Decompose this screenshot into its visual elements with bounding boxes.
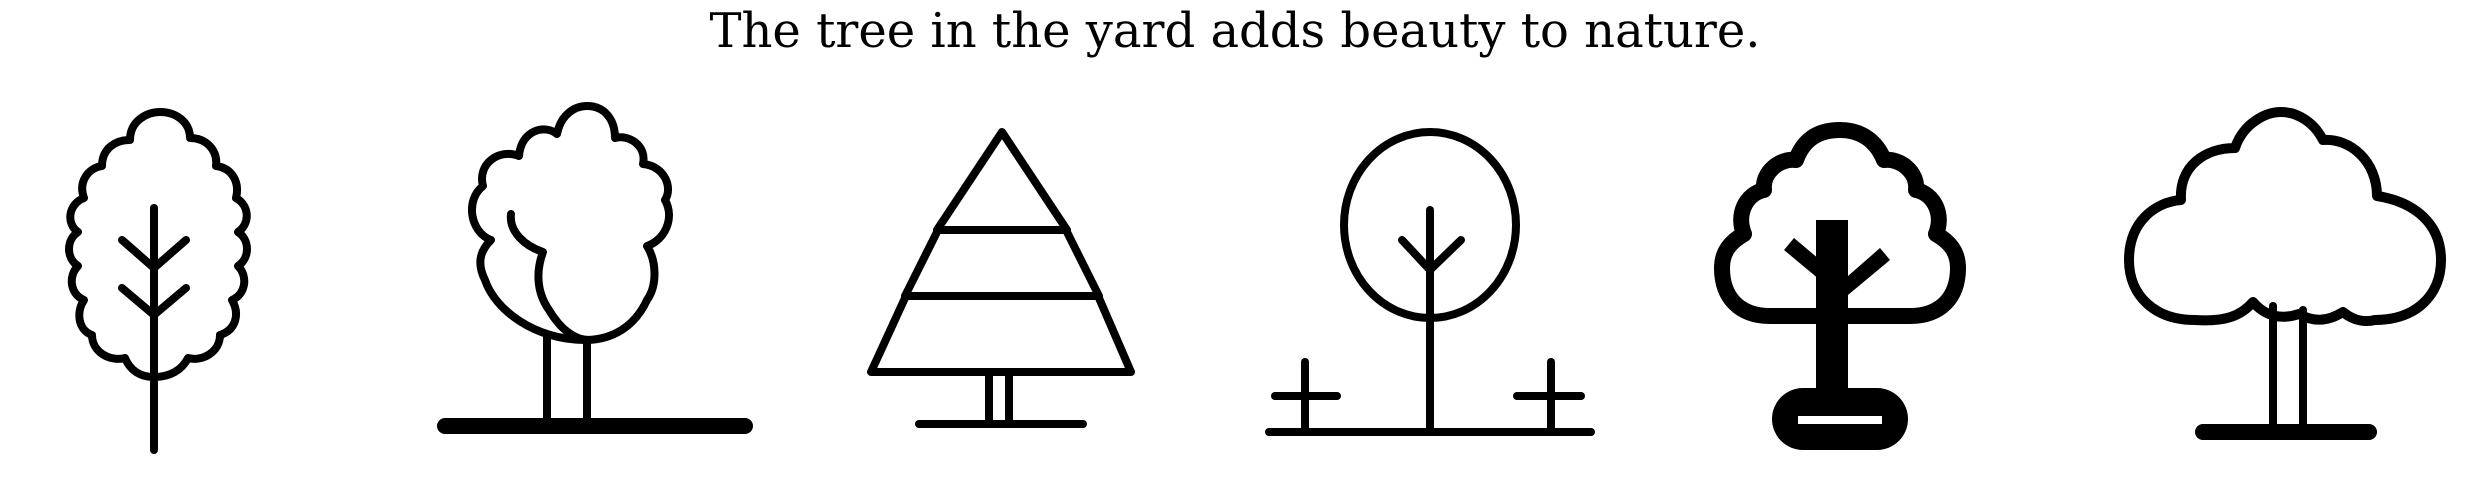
tree-icon-row	[0, 90, 2470, 490]
double-canopy-tree-icon	[425, 90, 755, 460]
leafy-tree-icon	[40, 90, 270, 460]
round-tree-with-grass-icon	[1265, 90, 1595, 460]
caption: The tree in the yard adds beauty to natu…	[709, 3, 1761, 59]
pine-tree-icon	[865, 90, 1145, 460]
cloud-tree-icon	[2115, 90, 2455, 460]
bold-cloud-tree-icon	[1700, 90, 1980, 460]
